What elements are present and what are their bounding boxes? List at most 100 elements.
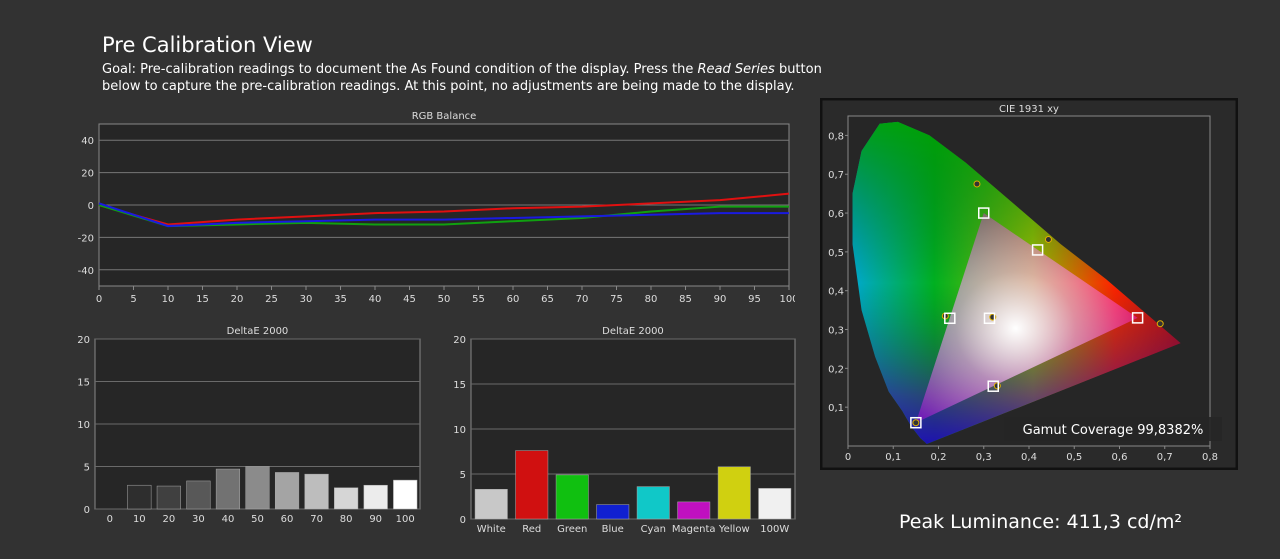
measured-point — [912, 419, 920, 427]
bar — [555, 474, 589, 520]
x-tick-label: 0,5 — [1066, 452, 1082, 463]
series-line-0 — [98, 192, 790, 226]
y-tick-label: 0,2 — [828, 364, 844, 375]
bar — [636, 486, 670, 520]
y-tick-label: 0,5 — [828, 248, 844, 259]
target-point — [1031, 244, 1044, 256]
x-tick-label: 40 — [369, 294, 382, 305]
x-tick-label: 100 — [396, 514, 415, 525]
x-tick-label: 60 — [281, 514, 294, 525]
bar — [758, 488, 792, 520]
y-tick-label: 5 — [84, 463, 90, 474]
bar — [393, 479, 418, 510]
y-tick-label: 10 — [77, 420, 90, 431]
target-point — [910, 416, 922, 429]
x-tick-label: 60 — [507, 294, 520, 305]
x-tick-label: 75 — [610, 294, 623, 305]
x-tick-label: Magenta — [672, 524, 716, 535]
x-tick-label: 45 — [403, 294, 416, 305]
y-tick-label: 0,7 — [828, 170, 844, 181]
x-tick-label: 65 — [541, 294, 554, 305]
cie-1931-chart: CIE 1931 xy 0,1 0,2 0,3 0,4 0,5 0,6 0,7 0,8 0 0,1 0… — [820, 98, 1238, 470]
y-tick-label: 20 — [453, 335, 466, 346]
x-tick-label: 0,1 — [885, 452, 901, 463]
x-tick-label: Blue — [602, 524, 624, 535]
x-tick-label: 90 — [369, 514, 382, 525]
gamut-triangle — [915, 213, 1138, 423]
x-tick-label: 0,7 — [1157, 452, 1173, 463]
y-tick-label: 0,3 — [828, 326, 844, 337]
x-tick-label: 0 — [96, 294, 102, 305]
y-tick-label: 0,6 — [828, 209, 844, 220]
gamut-coverage-box — [1004, 417, 1222, 441]
x-tick-label: 100 — [779, 294, 795, 305]
measured-point — [1156, 320, 1164, 328]
chart-title: DeltaE 2000 — [602, 326, 664, 337]
y-tick-label: 20 — [81, 169, 94, 180]
x-tick-label: 20 — [231, 294, 244, 305]
bar — [363, 484, 388, 510]
y-tick-label: 15 — [77, 378, 90, 389]
x-tick-label: 0,8 — [1202, 452, 1218, 463]
y-tick-label: -40 — [78, 266, 94, 277]
target-point — [987, 380, 1000, 392]
chart-title: CIE 1931 xy — [999, 104, 1059, 115]
x-tick-label: 0,6 — [1112, 452, 1128, 463]
measured-point — [1044, 235, 1052, 243]
bar — [215, 468, 241, 510]
chart-title: RGB Balance — [412, 111, 477, 122]
x-tick-label: 50 — [251, 514, 264, 525]
x-tick-label: 15 — [196, 294, 209, 305]
rgb-balance-chart: RGB Balance 40 20 0 -20 -40 0 5 10 15 20 25 30 35 40 45… — [78, 111, 795, 305]
goal-description: Goal: Pre-calibration readings to docume… — [102, 61, 862, 95]
x-tick-label: 50 — [438, 294, 451, 305]
x-tick-label: 95 — [748, 294, 761, 305]
x-tick-label: 0,2 — [931, 452, 947, 463]
x-tick-label: 25 — [265, 294, 278, 305]
x-tick-label: 0,4 — [1021, 452, 1037, 463]
y-tick-label: 20 — [77, 335, 90, 346]
y-tick-label: 40 — [81, 136, 94, 147]
x-tick-label: Cyan — [641, 524, 666, 535]
x-tick-label: 0 — [107, 514, 113, 525]
y-tick-label: 5 — [460, 470, 466, 481]
gamut-coverage-label: Gamut Coverage 99,8382% — [1023, 423, 1204, 438]
x-tick-label: 20 — [162, 514, 175, 525]
target-point — [1131, 312, 1144, 324]
x-tick-label: 5 — [130, 294, 136, 305]
bar — [677, 501, 711, 520]
target-point — [944, 312, 956, 325]
x-tick-label: 85 — [679, 294, 692, 305]
target-point — [978, 207, 990, 219]
bar — [304, 473, 329, 510]
measured-point — [973, 180, 981, 188]
bar — [245, 466, 270, 510]
bar — [274, 472, 300, 510]
target-point — [983, 312, 996, 325]
bar — [186, 480, 211, 510]
x-tick-label: 10 — [133, 514, 146, 525]
page-title: Pre Calibration View — [102, 33, 313, 57]
x-tick-label: 0,3 — [976, 452, 992, 463]
x-tick-label: 90 — [714, 294, 727, 305]
x-tick-label: Green — [557, 524, 587, 535]
x-tick-label: White — [477, 524, 506, 535]
x-tick-label: 35 — [334, 294, 347, 305]
x-tick-label: 70 — [310, 514, 323, 525]
goal-text-start: Goal: Pre-calibration readings to docume… — [102, 62, 698, 77]
y-tick-label: -20 — [78, 233, 94, 244]
bar — [515, 450, 549, 520]
y-tick-label: 0,1 — [828, 403, 844, 414]
x-tick-label: 55 — [472, 294, 485, 305]
bar — [596, 504, 630, 520]
chart-title: DeltaE 2000 — [227, 326, 289, 337]
read-series-emphasis: Read Series — [697, 62, 775, 77]
series-line-2 — [98, 202, 789, 228]
x-tick-label: 80 — [340, 514, 353, 525]
y-tick-label: 15 — [453, 380, 466, 391]
y-tick-label: 0 — [460, 515, 466, 526]
measured-point — [993, 382, 1001, 390]
bar — [127, 484, 152, 510]
x-tick-label: Red — [522, 524, 541, 535]
bar — [156, 485, 181, 510]
